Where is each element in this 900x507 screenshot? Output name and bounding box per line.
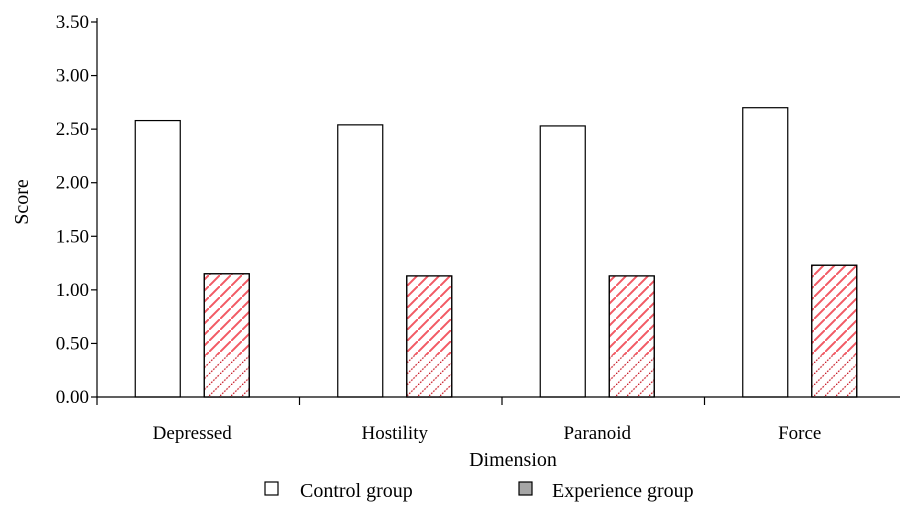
- bar-group-1-3: [811, 264, 858, 398]
- bar-group-0-0: [134, 119, 181, 398]
- bar-texture-force: [812, 355, 856, 397]
- y-tick-label: 1.00: [56, 280, 89, 301]
- bar-group-0-2: [539, 125, 586, 398]
- y-axis: 0.00 0.50 1.00 1.50 2.00 2.50 3.00 3.50: [56, 12, 98, 408]
- bar-texture-hostility: [407, 355, 451, 397]
- bars-group: [134, 107, 858, 398]
- x-axis-title: Dimension: [469, 449, 557, 471]
- legend-label-control: Control group: [300, 480, 413, 502]
- y-tick-label: 1.50: [56, 226, 89, 247]
- y-tick-label: 0.50: [56, 333, 89, 354]
- x-tick-label-depressed: Depressed: [153, 423, 233, 444]
- y-tick-label: 3.00: [56, 66, 89, 87]
- bar-group-1-0: [203, 273, 250, 398]
- bar-texture-paranoid: [610, 355, 654, 397]
- bar-group-1-1: [406, 275, 453, 398]
- bar-group-0-1: [337, 124, 384, 398]
- bar-control-depressed: [134, 119, 181, 398]
- bar-control-hostility: [337, 124, 384, 398]
- legend: Control group Experience group: [264, 480, 694, 502]
- bar-control-force: [742, 107, 789, 398]
- y-axis-title: Score: [11, 179, 33, 225]
- bar-control-paranoid: [539, 125, 586, 398]
- legend-swatch-control: [264, 481, 279, 496]
- legend-swatch-experience: [518, 481, 533, 496]
- bar-group-0-3: [742, 107, 789, 398]
- y-tick-label: 2.50: [56, 119, 89, 140]
- x-axis: Depressed Hostility Paranoid Force: [96, 396, 900, 444]
- x-tick-label-hostility: Hostility: [361, 423, 428, 444]
- bar-group-1-2: [608, 275, 655, 398]
- y-tick-label: 2.00: [56, 173, 89, 194]
- y-tick-label: 3.50: [56, 12, 89, 33]
- y-tick-label: 0.00: [56, 387, 89, 408]
- legend-label-experience: Experience group: [552, 480, 694, 502]
- x-tick-label-force: Force: [778, 423, 821, 444]
- bar-texture-depressed: [205, 355, 249, 397]
- x-tick-label-paranoid: Paranoid: [563, 423, 631, 444]
